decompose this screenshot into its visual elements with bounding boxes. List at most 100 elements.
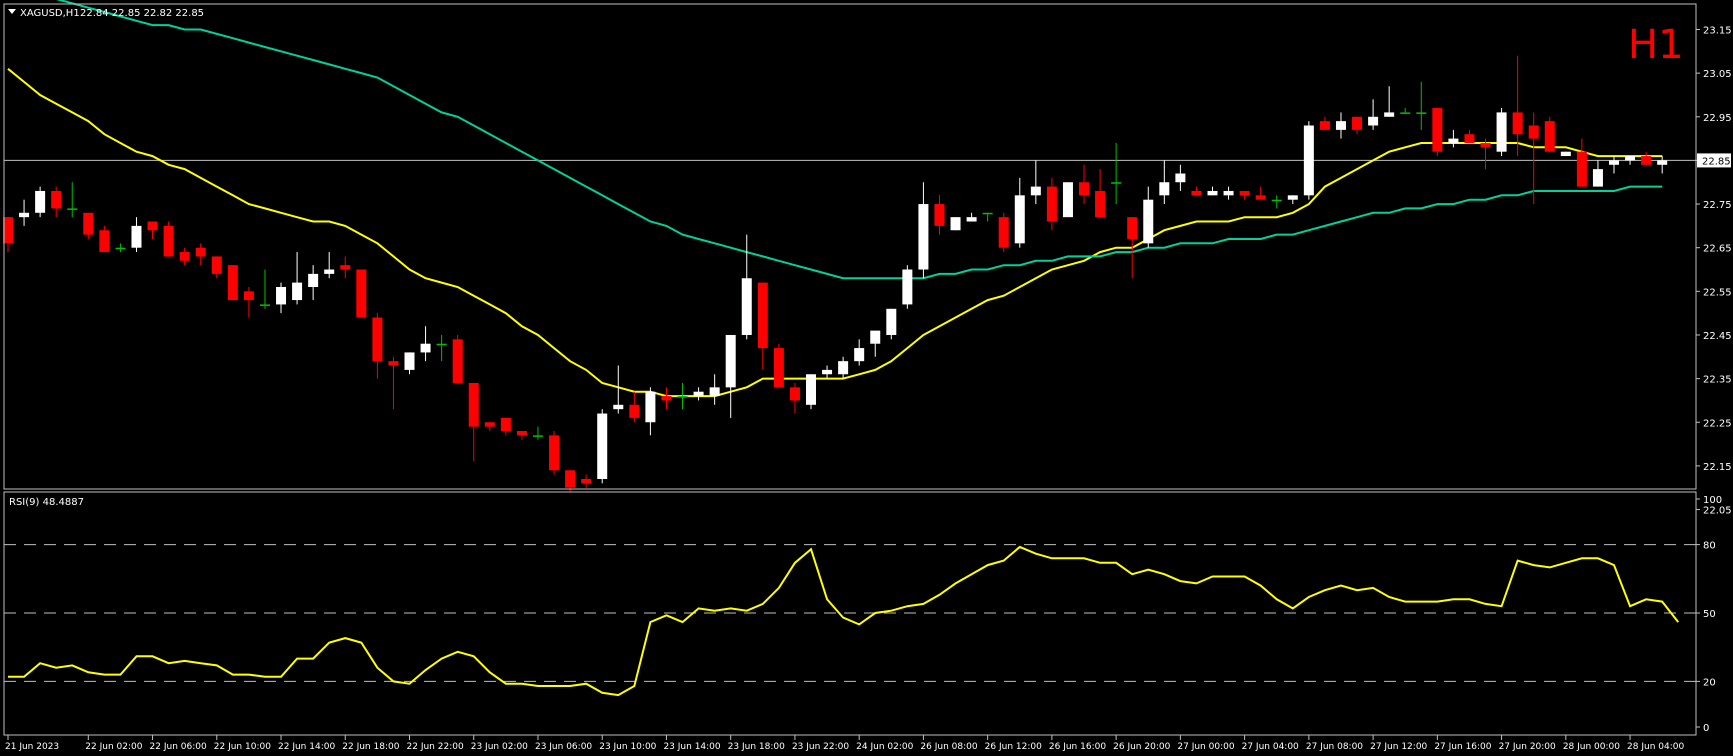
time-tick-label: 22 Jun 22:00 xyxy=(407,742,464,752)
candle xyxy=(581,474,592,488)
candle xyxy=(340,256,351,279)
candle-body xyxy=(629,404,640,418)
rsi-tick-label: 80 xyxy=(1703,541,1716,552)
candle-body xyxy=(838,361,849,375)
price-tick-label: 22.75 xyxy=(1703,200,1732,211)
candle xyxy=(1448,129,1459,148)
candle xyxy=(131,217,142,253)
candle-body xyxy=(854,348,865,362)
candle xyxy=(292,252,303,305)
candle-body xyxy=(147,221,158,231)
candle-body xyxy=(484,422,495,427)
candle-body xyxy=(1432,108,1443,152)
candle xyxy=(1014,177,1025,248)
time-tick-label: 23 Jun 22:00 xyxy=(792,742,849,752)
candle-body xyxy=(3,217,13,244)
candle-body xyxy=(1416,112,1427,114)
candle-body xyxy=(1496,112,1507,152)
candle xyxy=(227,265,238,301)
candle xyxy=(1143,186,1154,248)
candle xyxy=(661,387,672,410)
symbol-dropdown-icon[interactable] xyxy=(8,9,16,14)
candle xyxy=(597,409,608,484)
candle xyxy=(757,282,768,370)
candle xyxy=(1030,160,1041,205)
candle-body xyxy=(115,247,126,250)
candle xyxy=(1127,217,1138,279)
candle-body xyxy=(1255,195,1266,200)
candle-body xyxy=(1352,116,1363,130)
price-tick-label: 22.95 xyxy=(1703,113,1732,124)
candle xyxy=(1239,190,1250,200)
candle-body xyxy=(292,282,303,301)
candle xyxy=(1384,86,1395,117)
time-tick-label: 22 Jun 14:00 xyxy=(278,742,335,752)
candle-body xyxy=(870,330,881,344)
candle xyxy=(67,182,78,218)
candle xyxy=(1560,151,1571,157)
candle xyxy=(484,422,495,431)
rsi-tick-label: 100 xyxy=(1703,495,1722,506)
candle xyxy=(629,391,640,423)
candle-body xyxy=(99,230,110,253)
candle-body xyxy=(452,339,463,383)
candle xyxy=(1303,121,1314,200)
time-tick-label: 22 Jun 18:00 xyxy=(342,742,399,752)
candle-body xyxy=(179,252,190,261)
candle-body xyxy=(581,478,592,484)
candle-body xyxy=(597,413,608,479)
candle-body xyxy=(163,225,174,257)
price-tick-label: 22.65 xyxy=(1703,244,1732,255)
rsi-tick-label: 0 xyxy=(1703,723,1709,734)
time-tick-label: 23 Jun 14:00 xyxy=(663,742,720,752)
time-tick-label: 23 Jun 06:00 xyxy=(535,742,592,752)
candle xyxy=(195,243,206,266)
candle-body xyxy=(1159,182,1170,196)
candle-body xyxy=(982,212,993,215)
candle-body xyxy=(613,404,624,410)
candle-body xyxy=(372,317,383,362)
candle xyxy=(1609,156,1619,174)
candle xyxy=(822,365,833,379)
candle xyxy=(404,352,415,375)
candle-body xyxy=(404,352,415,370)
candle-body xyxy=(902,269,913,305)
candle-body xyxy=(1625,156,1636,161)
time-tick-label: 28 Jun 00:00 xyxy=(1563,742,1620,752)
candle xyxy=(1207,186,1218,196)
candle-body xyxy=(1095,190,1106,218)
candle-body xyxy=(886,308,897,335)
candle-body xyxy=(773,348,784,388)
candle xyxy=(1657,156,1668,174)
rsi-tick-label: 20 xyxy=(1703,677,1716,688)
candle xyxy=(115,243,126,253)
price-tick-label: 23.15 xyxy=(1703,26,1732,37)
candle xyxy=(259,269,270,309)
candle-body xyxy=(966,217,977,222)
candle xyxy=(3,217,13,253)
candle-body xyxy=(1127,217,1138,239)
candle xyxy=(677,382,688,410)
candle xyxy=(1319,116,1330,130)
candle xyxy=(966,212,977,222)
candle-body xyxy=(1609,160,1619,165)
candle-body xyxy=(934,204,945,226)
candle xyxy=(1432,108,1443,157)
candle xyxy=(51,186,62,218)
candle-body xyxy=(388,361,399,366)
candle-body xyxy=(1528,125,1539,139)
rsi-series xyxy=(8,545,1680,697)
candle xyxy=(693,387,704,401)
candle-body xyxy=(1287,195,1298,200)
candle-body xyxy=(1512,112,1523,135)
candle-body xyxy=(1400,112,1411,114)
price-tick-label: 22.35 xyxy=(1703,375,1732,386)
candle xyxy=(99,225,110,253)
candle-body xyxy=(998,217,1009,248)
candle xyxy=(613,365,624,414)
time-tick-label: 21 Jun 2023 xyxy=(5,742,59,752)
rsi-label: RSI(9) 48.4887 xyxy=(9,497,84,508)
ohlc-label: 22.84 22.85 22.82 22.85 xyxy=(80,8,204,19)
candle-body xyxy=(1641,156,1652,165)
